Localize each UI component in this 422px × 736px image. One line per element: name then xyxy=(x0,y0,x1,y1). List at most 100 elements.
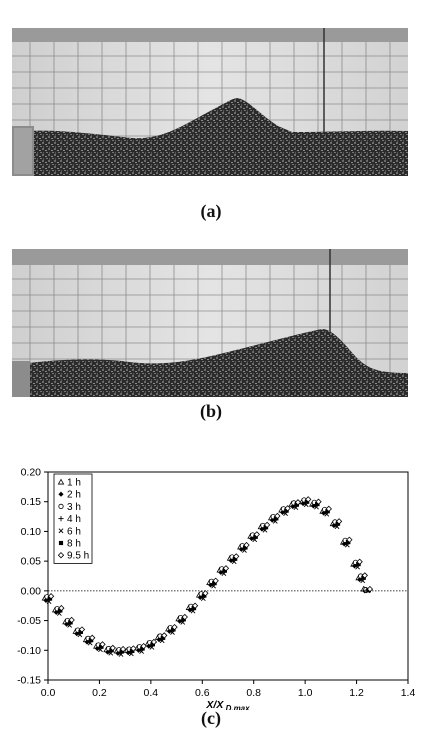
x-tick-label: 1.2 xyxy=(349,687,364,699)
series-6h xyxy=(46,502,371,657)
data-point xyxy=(140,646,145,651)
data-point xyxy=(310,503,316,509)
photo-b xyxy=(12,249,408,397)
data-point xyxy=(263,521,271,529)
data-point xyxy=(58,608,63,613)
legend-marker xyxy=(58,516,64,522)
data-point xyxy=(284,505,291,512)
caption-b: (b) xyxy=(200,401,222,421)
data-point xyxy=(191,606,197,611)
data-point xyxy=(325,505,332,513)
data-point xyxy=(99,641,106,648)
data-point xyxy=(109,648,114,653)
data-point xyxy=(150,642,155,647)
series-9_5h xyxy=(47,496,374,653)
data-point xyxy=(315,498,322,505)
data-point xyxy=(361,575,366,580)
data-point xyxy=(243,541,250,549)
data-point xyxy=(325,509,330,514)
data-point xyxy=(346,536,353,543)
x-axis-label: X/X D,max xyxy=(205,699,250,710)
legend-label: 1 h xyxy=(67,478,81,489)
data-point xyxy=(119,649,125,654)
data-point xyxy=(171,623,178,631)
data-point xyxy=(78,626,86,633)
chart-axes: -0.15 -0.10 -0.05 0.00 0.05 0.10 0.15 0.20 0.0 0.… xyxy=(17,467,415,711)
caption-c: (c) xyxy=(201,708,221,728)
series-3h xyxy=(44,497,369,653)
data-point xyxy=(233,556,238,561)
data-point xyxy=(321,510,327,516)
legend-label: 2 h xyxy=(67,490,81,501)
data-point xyxy=(161,632,168,639)
legend-marker xyxy=(57,552,65,559)
data-point xyxy=(161,635,166,640)
data-point xyxy=(253,531,260,538)
chart-legend: 1 h2 h3 h4 h6 h 8 h9.5 h xyxy=(53,473,93,564)
data-point xyxy=(305,499,310,504)
y-tick-label: -0.10 xyxy=(17,645,41,657)
profile-chart: -0.15 -0.10 -0.05 0.00 0.05 0.10 0.15 0.20 0.0 0.… xyxy=(17,467,415,711)
x-tick-label: 1.4 xyxy=(401,687,416,699)
data-point xyxy=(361,572,368,579)
x-tick-label: 0.0 xyxy=(41,687,56,699)
x-tick-label: 1.0 xyxy=(298,687,313,699)
series-4h xyxy=(45,499,370,655)
data-point xyxy=(47,596,53,601)
data-point xyxy=(222,568,227,573)
data-point xyxy=(253,534,258,539)
data-point xyxy=(233,553,240,560)
legend-label: 3 h xyxy=(67,502,81,513)
data-point xyxy=(109,644,116,652)
y-tick-label: 0.05 xyxy=(21,556,42,568)
y-tick-label: -0.05 xyxy=(17,615,41,627)
data-point xyxy=(294,502,299,507)
x-tick-label: 0.2 xyxy=(92,687,107,699)
data-point xyxy=(290,503,296,510)
data-point xyxy=(171,627,176,632)
data-point xyxy=(357,576,363,583)
data-point xyxy=(294,499,302,506)
y-tick-label: 0.00 xyxy=(21,585,42,597)
data-point xyxy=(191,602,199,609)
legend-label: 4 h xyxy=(67,514,81,525)
legend-marker xyxy=(58,528,64,534)
x-tick-label: 0.4 xyxy=(144,687,159,699)
data-point xyxy=(305,496,312,503)
data-point xyxy=(263,525,269,530)
data-point xyxy=(274,516,279,521)
data-point xyxy=(202,593,207,598)
legend-marker xyxy=(57,478,65,485)
data-point xyxy=(351,563,358,569)
data-point xyxy=(356,562,361,567)
data-point xyxy=(47,593,55,600)
caption-a: (a) xyxy=(200,201,222,221)
legend-marker xyxy=(58,540,64,546)
y-tick-label: 0.20 xyxy=(21,467,42,479)
y-tick-label: -0.15 xyxy=(17,675,41,687)
series-8h xyxy=(47,499,371,654)
data-point xyxy=(78,629,83,634)
data-point xyxy=(212,577,219,584)
data-point xyxy=(315,502,320,507)
data-point xyxy=(99,644,104,649)
y-tick-label: 0.15 xyxy=(21,496,42,508)
legend-label: 6 h xyxy=(67,526,81,537)
y-tick-label: 0.10 xyxy=(21,526,42,538)
data-point xyxy=(150,638,158,646)
data-point xyxy=(130,648,135,653)
legend-label: 9.5 h xyxy=(67,551,89,562)
data-point xyxy=(68,620,73,625)
data-point xyxy=(366,585,374,593)
x-tick-label: 0.8 xyxy=(246,687,261,699)
data-point xyxy=(202,590,209,597)
legend-label: 8 h xyxy=(67,539,81,550)
data-point xyxy=(356,558,363,565)
photo-a xyxy=(12,28,408,176)
data-point xyxy=(140,642,147,650)
data-point xyxy=(58,604,65,612)
data-point xyxy=(68,616,75,624)
data-point xyxy=(181,613,188,621)
data-point xyxy=(284,508,289,513)
x-tick-label: 0.6 xyxy=(195,687,210,699)
